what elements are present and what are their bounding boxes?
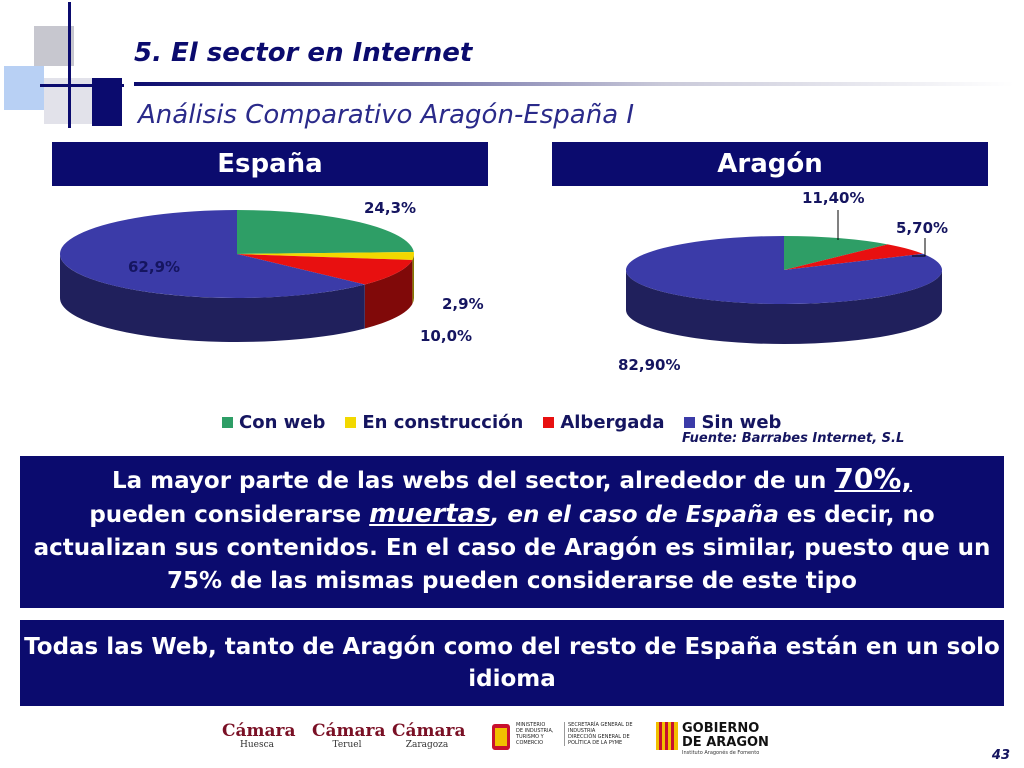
aragon-label-albergada: 5,70% bbox=[896, 219, 949, 237]
legend-swatch-sin-web bbox=[684, 417, 696, 428]
legend-item-con-web: Con web bbox=[222, 412, 325, 433]
spain-pie-slice-con-web bbox=[237, 210, 414, 254]
secretaria-line-1: SECRETARÍA GENERAL DE bbox=[568, 722, 633, 728]
spain-label-albergada: 10,0% bbox=[420, 327, 473, 345]
pie-charts bbox=[59, 210, 942, 344]
corner-square-1 bbox=[34, 26, 74, 66]
gobierno-text: GOBIERNO DE ARAGON Instituto Aragonés de… bbox=[682, 722, 769, 757]
header-aragon: Aragón bbox=[552, 142, 988, 186]
aragon-pie-slice-albergada bbox=[784, 244, 923, 270]
summary-highlight-70: 70%, bbox=[834, 462, 913, 495]
gobierno-line-1: GOBIERNO bbox=[682, 721, 760, 736]
summary-text-1: La mayor parte de las webs del sector, a… bbox=[111, 468, 835, 494]
ministerio-text: MINISTERIO DE INDUSTRIA, TURISMO Y COMER… bbox=[516, 722, 560, 746]
slide-title: 5. El sector en Internet bbox=[134, 38, 473, 68]
title-rule bbox=[134, 82, 1014, 86]
summary-text-6: es decir, no actualizan sus contenidos. … bbox=[33, 502, 991, 594]
legend-label-sin-web: Sin web bbox=[701, 412, 782, 433]
spain-label-con-web: 24,3% bbox=[364, 199, 417, 217]
legend-swatch-en-construccion bbox=[345, 417, 357, 428]
summary-text-5: , en el caso de España bbox=[490, 502, 779, 528]
spain-pie-slice-en-construccion bbox=[237, 251, 414, 260]
spain-pie-slice-sin-web bbox=[59, 210, 365, 298]
aragon-pie-slice-sin-web bbox=[626, 236, 942, 304]
legend-item-en-construccion: En construcción bbox=[345, 412, 523, 433]
camara-huesca-city: Huesca bbox=[240, 740, 274, 750]
secretaria-line-2: INDUSTRIA bbox=[568, 728, 596, 734]
corner-vertical-line bbox=[68, 2, 71, 128]
slide-subtitle: Análisis Comparativo Aragón-España I bbox=[138, 100, 635, 130]
spain-label-sin-web: 62,9% bbox=[128, 258, 181, 276]
camara-huesca-logo: Cámara Huesca bbox=[222, 721, 296, 750]
ministerio-line-4: COMERCIO bbox=[516, 740, 544, 746]
language-text: Todas las Web, tanto de Aragón como del … bbox=[24, 634, 1000, 692]
legend-label-albergada: Albergada bbox=[560, 412, 665, 433]
summary-text-3: pueden considerarse bbox=[89, 502, 370, 528]
ministerio-line-3: TURISMO Y bbox=[516, 734, 544, 740]
aragon-pie-side-sin-web bbox=[626, 270, 942, 344]
gobierno-aragon-logo: GOBIERNO DE ARAGON Instituto Aragonés de… bbox=[656, 722, 769, 757]
spain-pie-slice-albergada bbox=[237, 254, 413, 285]
page-number: 43 bbox=[991, 748, 1010, 763]
legend-item-sin-web: Sin web bbox=[684, 412, 781, 433]
source-note: Fuente: Barrabes Internet, S.L bbox=[682, 431, 905, 446]
aragon-label-sin-web: 82,90% bbox=[618, 356, 681, 374]
camara-huesca-name: Cámara bbox=[222, 721, 296, 741]
camara-zaragoza-logo: Cámara Zaragoza bbox=[392, 721, 466, 750]
spain-coat-of-arms-icon bbox=[492, 724, 510, 750]
camara-zaragoza-name: Cámara bbox=[392, 721, 466, 741]
legend-swatch-con-web bbox=[222, 417, 233, 428]
footer-logos: Cámara Huesca Cámara Teruel Cámara Zarag… bbox=[222, 722, 769, 757]
legend-label-en-construccion: En construcción bbox=[362, 412, 524, 433]
spain-label-en-construccion: 2,9% bbox=[442, 295, 484, 313]
legend-label-con-web: Con web bbox=[239, 412, 326, 433]
camara-zaragoza-city: Zaragoza bbox=[405, 740, 449, 750]
ministerio-line-1: MINISTERIO bbox=[516, 722, 546, 728]
legend-item-albergada: Albergada bbox=[543, 412, 664, 433]
secretaria-line-4: POLÍTICA DE LA PYME bbox=[568, 740, 623, 746]
aragon-label-con-web: 11,40% bbox=[802, 189, 865, 207]
aragon-flag-icon bbox=[656, 722, 678, 750]
aragon-pie-slice-con-web bbox=[784, 236, 888, 270]
chart-legend: Con web En construcción Albergada Sin we… bbox=[222, 412, 781, 433]
aragon-leader-albergada bbox=[912, 238, 926, 257]
summary-box: La mayor parte de las webs del sector, a… bbox=[20, 456, 1004, 608]
spain-pie-side-en-construccion bbox=[412, 254, 414, 304]
spain-pie-side-sin-web bbox=[60, 254, 365, 342]
spain-pie-side-albergada bbox=[364, 259, 413, 329]
gobierno-subtext: Instituto Aragonés de Fomento bbox=[682, 750, 760, 756]
header-spain: España bbox=[52, 142, 488, 186]
camara-teruel-city: Teruel bbox=[332, 740, 362, 750]
ministerio-logo: MINISTERIO DE INDUSTRIA, TURISMO Y COMER… bbox=[490, 722, 638, 752]
corner-square-2 bbox=[4, 66, 44, 110]
legend-swatch-albergada bbox=[543, 417, 555, 428]
summary-highlight-muertas: muertas bbox=[369, 499, 491, 529]
camara-teruel-logo: Cámara Teruel bbox=[312, 721, 386, 750]
camara-teruel-name: Cámara bbox=[312, 721, 386, 741]
corner-horizontal-line bbox=[40, 84, 124, 87]
gobierno-line-2: DE ARAGON bbox=[682, 735, 769, 750]
language-box: Todas las Web, tanto de Aragón como del … bbox=[20, 620, 1004, 706]
secretaria-text: SECRETARÍA GENERAL DE INDUSTRIA DIRECCIÓ… bbox=[564, 722, 638, 746]
ministerio-line-2: DE INDUSTRIA, bbox=[516, 728, 554, 734]
secretaria-line-3: DIRECCIÓN GENERAL DE bbox=[568, 734, 630, 740]
